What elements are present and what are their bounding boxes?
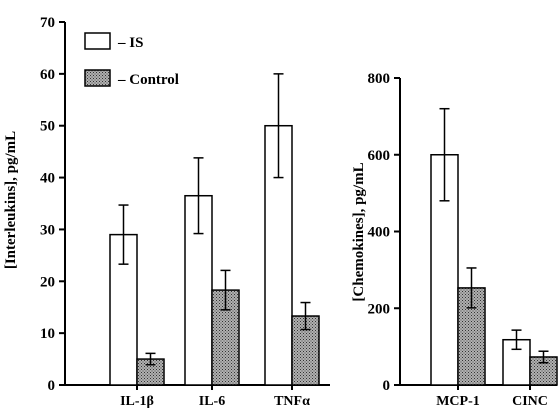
legend-label-control: – Control [117, 72, 179, 88]
interleukins-y-tick-label: 10 [40, 326, 55, 342]
interleukins-y-axis-label: [Interleukins], pg/mL [3, 131, 19, 269]
interleukins-y-tick-label: 30 [40, 222, 55, 238]
interleukins-x-tick-label: IL-6 [199, 394, 225, 409]
interleukins-y-tick-label: 70 [40, 15, 55, 31]
chemokines-bars [430, 107, 558, 386]
interleukins-y-tick-label: 50 [40, 119, 55, 135]
chemokines-x-tick-label: CINC [512, 394, 548, 409]
interleukins-y-tick-label: 60 [40, 67, 55, 83]
interleukins-x-tick-label: TNFα [274, 394, 310, 409]
chemokines-y-axis-label: [Chemokines], pg/mL [351, 162, 367, 301]
interleukins-axes: 0 10 20 30 40 50 60 70 IL-1β IL-6 TNFα [40, 15, 330, 409]
chemokines-chart: [Chemokines], pg/mL 0 200 400 600 800 MCP-1 CI… [351, 71, 558, 409]
chemokines-x-tick-label: MCP-1 [436, 394, 480, 409]
chemokines-y-tick-label: 400 [368, 225, 391, 241]
interleukins-x-tick-label: IL-1β [120, 394, 154, 409]
legend: – IS – Control [84, 32, 179, 88]
interleukins-y-tick-label: 20 [40, 274, 55, 290]
interleukins-y-tick-label: 0 [48, 378, 56, 394]
legend-swatch-control [84, 69, 111, 87]
interleukins-bars [109, 73, 320, 386]
chemokines-y-tick-label: 800 [368, 71, 391, 87]
chemokines-axes: 0 200 400 600 800 MCP-1 CINC [368, 71, 557, 409]
interleukins-chart: [Interleukins], pg/mL 0 10 20 30 40 50 60 70 IL-… [3, 15, 330, 409]
legend-swatch-is [84, 32, 111, 50]
chemokines-y-tick-label: 0 [383, 378, 391, 394]
chemokines-y-tick-label: 600 [368, 148, 391, 164]
legend-label-is: – IS [117, 35, 143, 51]
interleukins-y-tick-label: 40 [40, 171, 55, 187]
chemokines-y-tick-label: 200 [368, 301, 391, 317]
interleukins-bar-control [211, 289, 240, 386]
